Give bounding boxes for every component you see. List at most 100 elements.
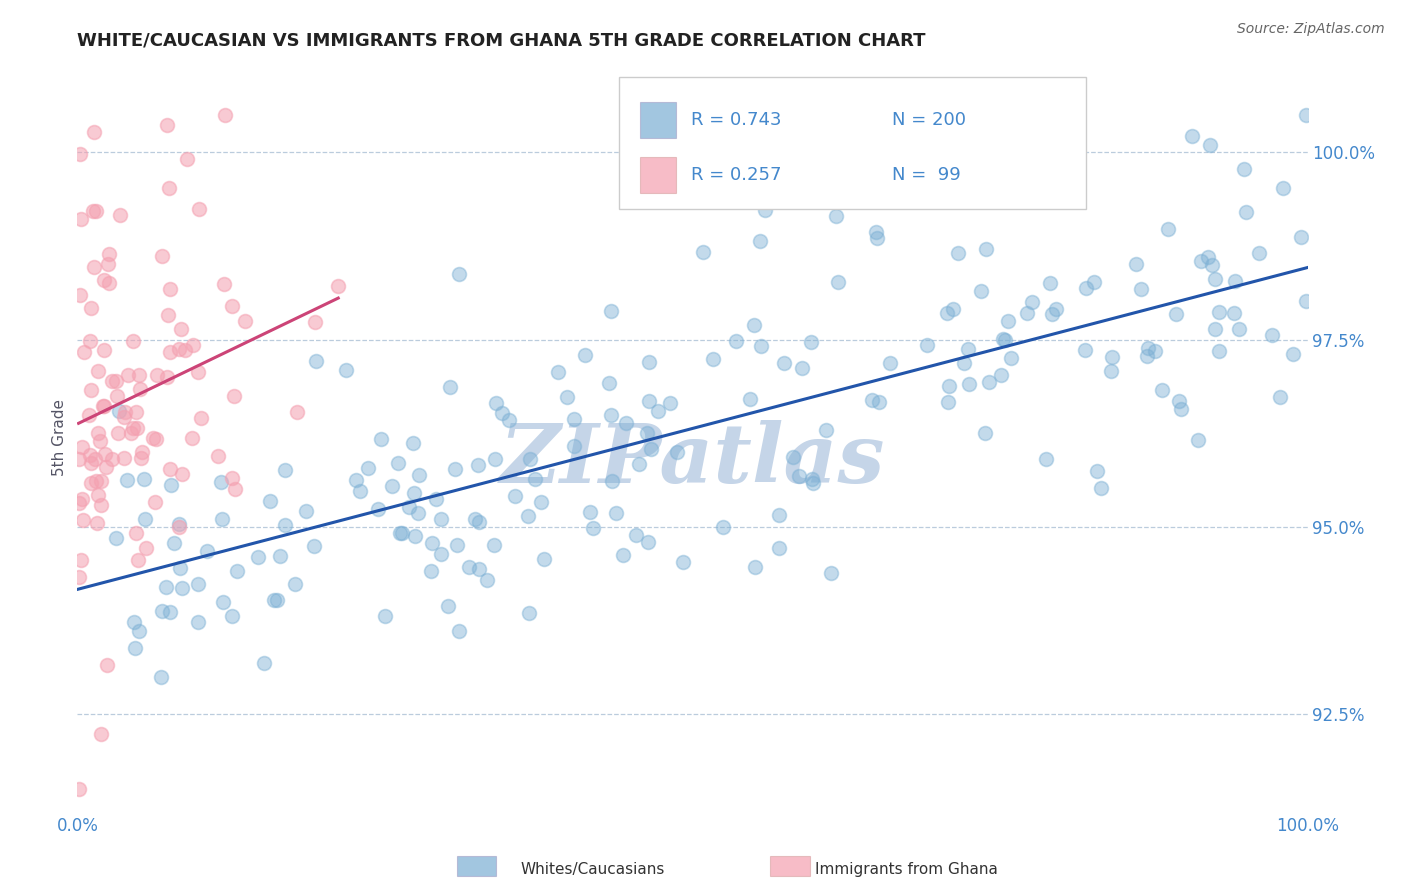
Point [953, 356, 976, 370]
Point [344, 473, 367, 487]
Point [72, 513, 94, 527]
Point [974, 242, 997, 256]
Point [637, 394, 659, 409]
Point [516, 509, 538, 524]
Point [381, 479, 404, 493]
Point [120, 426, 142, 441]
Point [1101, 351, 1123, 365]
Point [117, 368, 139, 382]
Point [128, 382, 150, 396]
Point [475, 573, 498, 587]
Point [108, 208, 131, 222]
Point [181, 431, 204, 445]
Point [128, 624, 150, 638]
Point [702, 352, 724, 367]
Point [738, 392, 761, 406]
Point [744, 560, 766, 574]
Point [1208, 304, 1230, 318]
Point [387, 456, 409, 470]
Point [957, 342, 980, 356]
Point [970, 285, 993, 299]
Point [973, 425, 995, 440]
Point [124, 641, 146, 656]
Point [1074, 343, 1097, 357]
Point [335, 363, 357, 377]
Point [129, 451, 152, 466]
Point [1204, 271, 1226, 285]
Point [484, 452, 506, 467]
Point [524, 473, 547, 487]
Point [349, 484, 371, 499]
Point [1157, 222, 1180, 236]
Point [994, 333, 1017, 347]
Point [997, 313, 1019, 327]
Point [284, 577, 307, 591]
FancyBboxPatch shape [619, 78, 1087, 209]
Point [80, 383, 103, 397]
Point [212, 277, 235, 292]
Point [93, 399, 115, 413]
Point [555, 390, 578, 404]
Point [214, 108, 236, 122]
Point [132, 472, 155, 486]
Point [430, 547, 453, 561]
Point [79, 448, 101, 462]
Text: N = 200: N = 200 [891, 112, 966, 129]
Point [274, 518, 297, 533]
Point [221, 471, 243, 485]
Point [87, 363, 110, 377]
Point [83, 260, 105, 275]
Point [187, 576, 209, 591]
Point [578, 506, 600, 520]
Point [1000, 351, 1022, 365]
FancyBboxPatch shape [640, 157, 676, 193]
Point [1076, 281, 1098, 295]
Point [90, 727, 112, 741]
Point [468, 562, 491, 576]
Point [112, 409, 135, 424]
Point [305, 354, 328, 368]
Point [70, 211, 93, 226]
Point [1295, 294, 1317, 309]
Point [803, 475, 825, 490]
Point [1130, 282, 1153, 296]
Point [285, 405, 308, 419]
Point [67, 495, 90, 509]
Point [122, 420, 145, 434]
Point [105, 389, 128, 403]
Point [825, 209, 848, 223]
Point [207, 449, 229, 463]
Point [519, 452, 541, 467]
Point [1272, 181, 1295, 195]
Point [269, 549, 291, 564]
Point [640, 442, 662, 456]
Point [224, 482, 246, 496]
Point [222, 389, 245, 403]
Point [725, 334, 748, 349]
Point [530, 495, 553, 509]
Point [274, 463, 297, 477]
Point [915, 338, 938, 352]
Point [467, 458, 489, 472]
Point [1168, 394, 1191, 409]
Point [1291, 230, 1313, 244]
Point [114, 404, 136, 418]
Point [768, 508, 790, 522]
Point [1249, 246, 1271, 260]
Point [127, 553, 149, 567]
Point [659, 395, 682, 409]
Text: Immigrants from Ghana: Immigrants from Ghana [815, 863, 998, 877]
Point [935, 306, 957, 320]
Point [226, 565, 249, 579]
Point [304, 315, 326, 329]
Point [128, 368, 150, 383]
Point [665, 445, 688, 459]
Point [1223, 273, 1246, 287]
Point [1021, 295, 1043, 310]
Point [98, 246, 121, 260]
Point [67, 570, 90, 584]
Point [533, 552, 555, 566]
Point [176, 152, 198, 166]
Point [1199, 137, 1222, 152]
Point [159, 462, 181, 476]
